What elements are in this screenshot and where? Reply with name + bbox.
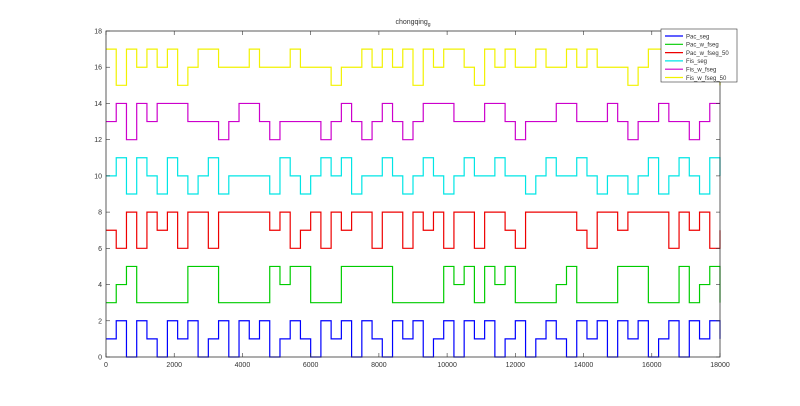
x-tick-label: 6000 (303, 362, 319, 369)
y-tick-label: 14 (94, 101, 102, 108)
series-line-fis-seg (106, 157, 721, 195)
series-line-pac-seg (106, 320, 721, 358)
y-tick-label: 2 (98, 318, 102, 325)
x-tick-label: 4000 (235, 362, 251, 369)
legend-label: Fis_w_fseg_50 (686, 76, 727, 82)
x-tick-label: 14000 (574, 362, 594, 369)
y-tick-label: 16 (94, 65, 102, 72)
chart-title: chongqingg (395, 19, 430, 28)
legend: Pac_seg Pac_w_fseg Pac_w_fseg_50 Fis_seg Fis… (660, 28, 738, 83)
y-tick-label: 4 (98, 282, 102, 289)
series-line-pac-w-fseg-50 (106, 211, 721, 249)
legend-label: Pac_w_fseg_50 (686, 51, 729, 57)
x-tick-label: 0 (104, 362, 108, 369)
axis-ticks: 0 2000 4000 6000 8000 10000 12000 14000 16000 180… (94, 29, 730, 370)
legend-label: Fis_seg (686, 59, 707, 65)
x-tick-label: 10000 (437, 362, 457, 369)
x-tick-label: 12000 (506, 362, 526, 369)
axes-box (105, 30, 721, 358)
series-line-fis-w-fseg-50 (106, 48, 721, 86)
series-line-fis-w-fseg (106, 102, 720, 141)
legend-label: Pac_seg (686, 34, 709, 40)
y-tick-label: 18 (94, 29, 102, 36)
x-tick-label: 2000 (166, 362, 182, 369)
y-tick-label: 10 (94, 173, 102, 180)
y-tick-label: 12 (94, 137, 102, 144)
plot-area (106, 48, 721, 358)
legend-box (660, 28, 738, 83)
x-tick-label: 16000 (642, 362, 662, 369)
y-tick-label: 6 (98, 246, 102, 253)
y-tick-label: 0 (98, 355, 102, 362)
x-tick-label: 8000 (371, 362, 387, 369)
series-line-pac-w-fseg (106, 265, 721, 304)
y-tick-label: 8 (98, 210, 102, 217)
legend-label: Pac_w_fseg (686, 43, 719, 49)
x-tick-label: 18000 (710, 362, 730, 369)
legend-label: Fis_w_fseg (686, 68, 716, 74)
